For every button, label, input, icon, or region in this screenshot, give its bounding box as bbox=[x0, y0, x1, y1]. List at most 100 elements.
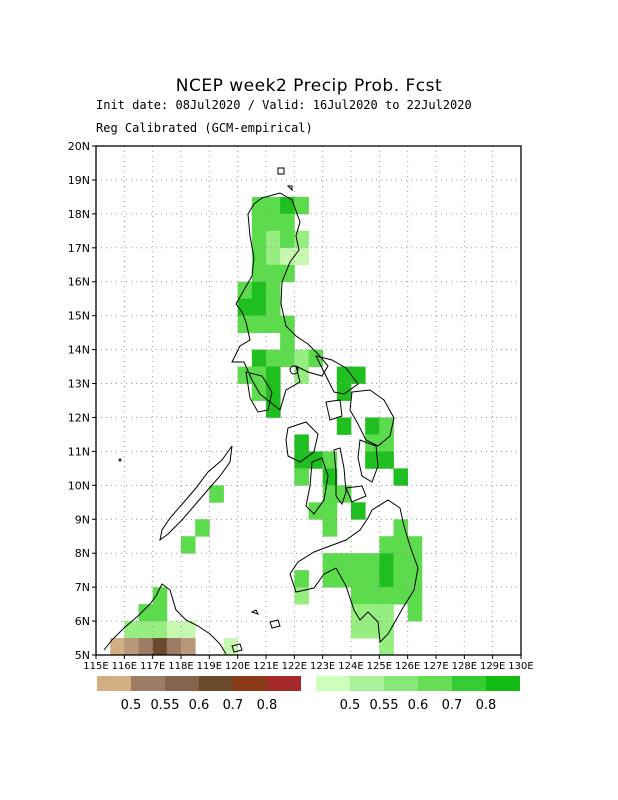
wet-prob-cell bbox=[266, 298, 281, 317]
lat-label: 6N bbox=[75, 615, 90, 628]
wet-prob-cell bbox=[280, 213, 295, 232]
legend-wet-label: 0.55 bbox=[370, 698, 399, 713]
wet-prob-cell bbox=[336, 417, 352, 435]
wet-prob-cell bbox=[124, 621, 139, 639]
wet-prob-cell bbox=[294, 196, 309, 215]
wet-prob-cell bbox=[322, 502, 338, 520]
wet-prob-cell bbox=[294, 349, 309, 367]
wet-prob-cell bbox=[365, 417, 380, 435]
lat-label: 8N bbox=[75, 547, 90, 560]
coastline-borneo bbox=[103, 583, 227, 655]
wet-prob-cell bbox=[251, 349, 267, 367]
lat-label: 10N bbox=[68, 479, 90, 492]
wet-prob-cell bbox=[152, 621, 168, 639]
wet-prob-cell bbox=[266, 213, 281, 232]
wet-prob-cell bbox=[251, 298, 267, 317]
longitude-labels: 115E 116E 117E 118E 119E 120E 121E 122E 123E 124E… bbox=[83, 655, 534, 672]
wet-prob-cell bbox=[379, 621, 394, 639]
wet-prob-cell bbox=[351, 553, 366, 571]
wet-prob-cell bbox=[152, 604, 168, 622]
lon-label: 120E bbox=[225, 661, 250, 672]
legend-dry-swatch bbox=[199, 676, 233, 691]
legend-wet-swatch bbox=[418, 676, 452, 691]
lon-label: 129E bbox=[480, 661, 505, 672]
wet-prob-cell bbox=[294, 451, 309, 469]
wet-prob-cell bbox=[379, 417, 394, 435]
wet-prob-cell bbox=[379, 434, 394, 452]
legend-wet-colorbar: 0.5 0.55 0.6 0.7 0.8 bbox=[316, 676, 520, 713]
wet-prob-cell bbox=[294, 247, 309, 266]
wet-prob-cell bbox=[251, 264, 267, 283]
wet-prob-cell bbox=[152, 587, 168, 605]
wet-prob-cell bbox=[138, 621, 154, 639]
wet-prob-cell bbox=[251, 281, 267, 300]
lon-label: 124E bbox=[338, 661, 363, 672]
lon-label: 123E bbox=[310, 661, 335, 672]
lon-label: 119E bbox=[197, 661, 222, 672]
dry-prob-cell bbox=[166, 638, 182, 656]
wet-prob-cell bbox=[166, 621, 182, 639]
lon-label: 128E bbox=[452, 661, 477, 672]
wet-prob-cell bbox=[181, 536, 196, 554]
wet-prob-cell bbox=[407, 553, 423, 571]
wet-prob-cell bbox=[181, 621, 196, 639]
wet-prob-cell bbox=[266, 366, 281, 384]
lat-label: 16N bbox=[68, 276, 90, 289]
legend-dry-swatch bbox=[97, 676, 131, 691]
wet-prob-cell bbox=[322, 468, 338, 486]
wet-prob-cell bbox=[322, 485, 338, 503]
legend-wet-swatch bbox=[486, 676, 520, 691]
calibration-method: Reg Calibrated (GCM-empirical) bbox=[96, 121, 313, 135]
legend-wet-swatch bbox=[316, 676, 350, 691]
lon-label: 121E bbox=[253, 661, 278, 672]
coastline-lake bbox=[289, 365, 299, 375]
wet-prob-cell bbox=[379, 587, 394, 605]
coastline-mindoro bbox=[245, 371, 273, 413]
wet-prob-cell bbox=[237, 315, 253, 334]
wet-prob-cell bbox=[294, 434, 309, 452]
lon-label: 125E bbox=[367, 661, 392, 672]
coastline-bohol bbox=[345, 485, 367, 503]
wet-prob-cell bbox=[322, 570, 338, 588]
wet-prob-cell bbox=[336, 383, 352, 401]
wet-prob-cell bbox=[280, 332, 295, 350]
wet-prob-cell bbox=[322, 451, 338, 469]
coastline-samar bbox=[349, 389, 395, 447]
wet-prob-cell bbox=[237, 366, 253, 384]
wet-prob-cell bbox=[280, 230, 295, 249]
dry-prob-cell bbox=[110, 638, 125, 656]
wet-prob-cell bbox=[365, 451, 380, 469]
legend-wet-swatch bbox=[384, 676, 418, 691]
wet-prob-cell bbox=[322, 519, 338, 537]
coastlines bbox=[103, 167, 419, 655]
wet-prob-cell bbox=[351, 621, 366, 639]
wet-prob-cell bbox=[393, 468, 409, 486]
wet-prob-cell bbox=[336, 570, 352, 588]
wet-prob-cell bbox=[351, 570, 366, 588]
legend-dry-label: 0.5 bbox=[121, 698, 142, 713]
lat-label: 12N bbox=[68, 411, 90, 424]
lat-label: 5N bbox=[75, 649, 90, 662]
lat-label: 19N bbox=[68, 174, 90, 187]
wet-prob-cell bbox=[266, 196, 281, 215]
legend-dry-label: 0.7 bbox=[223, 698, 244, 713]
legend-wet-label: 0.5 bbox=[340, 698, 361, 713]
wet-prob-cell bbox=[266, 247, 281, 266]
latitude-labels: 5N 6N 7N 8N 9N 10N 11N 12N 13N 14N 15N 16N 17N 18N 19N… bbox=[68, 140, 96, 662]
coastline-cebu bbox=[333, 447, 347, 506]
legend-dry-swatch bbox=[233, 676, 267, 691]
wet-prob-cell bbox=[379, 451, 394, 469]
lon-label: 117E bbox=[140, 661, 165, 672]
wet-prob-cell bbox=[407, 587, 423, 605]
wet-prob-cell bbox=[266, 349, 281, 367]
map-frame bbox=[95, 145, 522, 656]
legend-dry-label: 0.8 bbox=[257, 698, 278, 713]
lat-label: 15N bbox=[68, 310, 90, 323]
wet-prob-cell bbox=[336, 485, 352, 503]
dry-prob-cell bbox=[152, 638, 168, 656]
lat-label: 13N bbox=[68, 378, 90, 391]
coastline-mindanao bbox=[289, 499, 419, 644]
legend-wet-swatch bbox=[452, 676, 486, 691]
legend-dry-swatch bbox=[165, 676, 199, 691]
wet-prob-cell bbox=[365, 604, 380, 622]
